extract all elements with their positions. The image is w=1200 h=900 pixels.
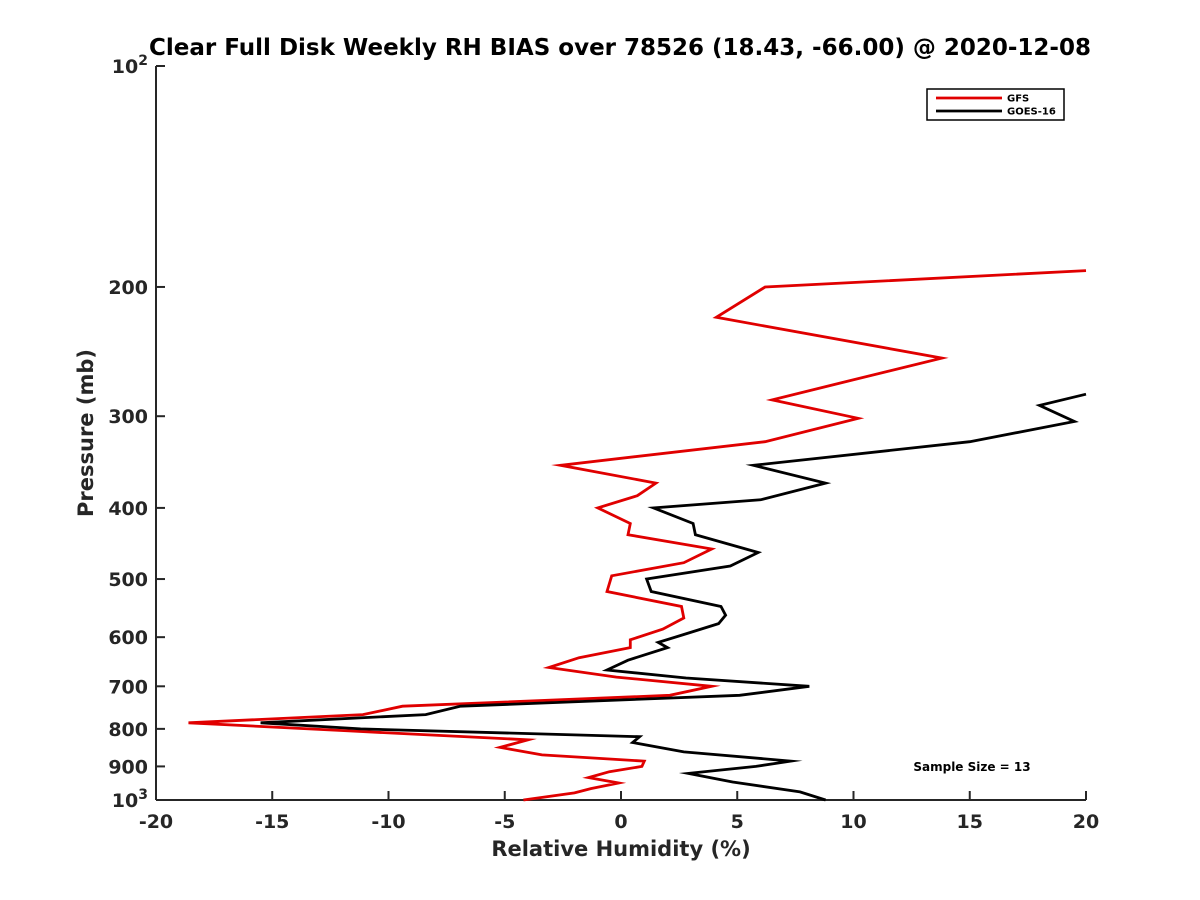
y-tick-label: 800 — [108, 719, 148, 741]
x-tick-label: -20 — [139, 811, 173, 833]
series-line-gfs — [188, 269, 1087, 802]
y-tick-label: 102 — [112, 53, 148, 78]
x-tick-label: 20 — [1073, 811, 1099, 833]
y-tick-label: 600 — [108, 627, 148, 649]
y-tick-label: 103 — [112, 787, 148, 812]
y-tick-label: 300 — [108, 406, 148, 428]
x-tick-label: -15 — [255, 811, 289, 833]
x-tick-label: 0 — [614, 811, 627, 833]
series-layer — [188, 269, 1087, 802]
y-tick-label: 400 — [108, 498, 148, 520]
axes: -20 -15 -10 -5 0 5 10 15 20 102 200 300 400 500 600 700… — [108, 53, 1099, 833]
x-tick-label: -5 — [494, 811, 515, 833]
sample-size-annotation: Sample Size = 13 — [913, 760, 1030, 774]
x-axis-label: Relative Humidity (%) — [491, 837, 750, 861]
legend-label-gfs: GFS — [1007, 94, 1029, 105]
chart-title: Clear Full Disk Weekly RH BIAS over 7852… — [149, 35, 1091, 61]
series-line-goes-16 — [260, 392, 1087, 802]
y-tick-label: 200 — [108, 277, 148, 299]
x-tick-label: 10 — [840, 811, 866, 833]
legend: GFS GOES-16 — [926, 88, 1065, 121]
y-tick-label: 900 — [108, 756, 148, 778]
legend-box — [926, 88, 1065, 121]
x-tick-label: 15 — [957, 811, 983, 833]
x-tick-label: -10 — [371, 811, 405, 833]
y-tick-label: 500 — [108, 569, 148, 591]
legend-label-goes-16: GOES-16 — [1007, 107, 1056, 118]
y-axis-label: Pressure (mb) — [74, 349, 98, 517]
y-tick-label: 700 — [108, 676, 148, 698]
x-tick-label: 5 — [731, 811, 744, 833]
